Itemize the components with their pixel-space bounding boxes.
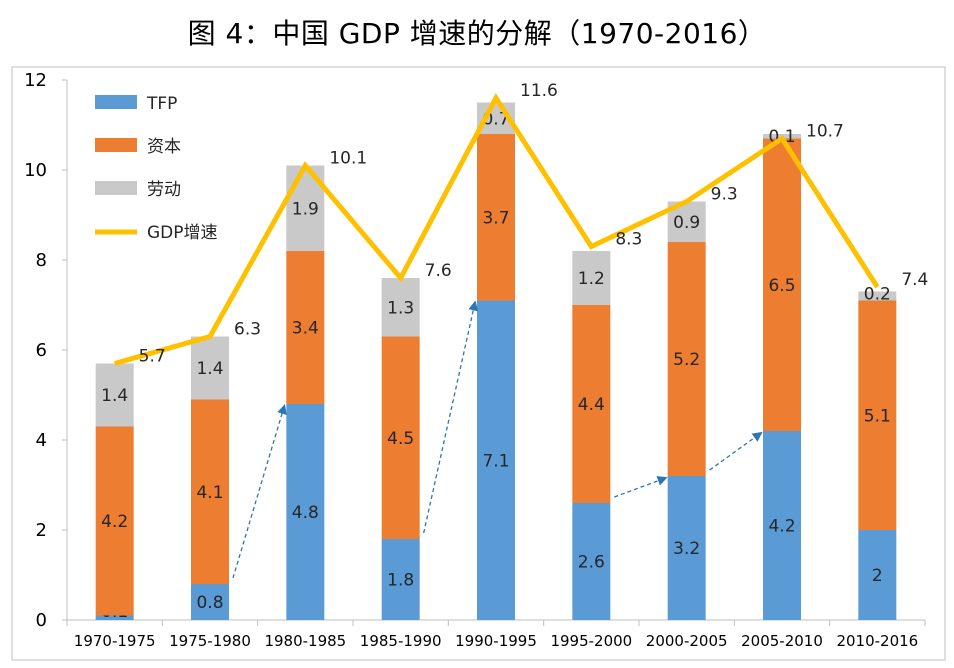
bar-segment	[191, 584, 229, 620]
y-tick-label: 8	[36, 250, 47, 271]
bar-segment	[286, 251, 325, 404]
chart-title: 图 4：中国 GDP 增速的分解（1970-2016）	[187, 17, 767, 50]
bar-segment	[95, 615, 134, 620]
gdp-line: 5.7 6.3 10.1 7.6 11.6 8.3 9.3 10.7 7.4	[113, 81, 928, 367]
bar-segment	[572, 503, 611, 620]
segment-value-label: 5.2	[673, 350, 700, 370]
bar-segment	[381, 278, 420, 337]
y-tick-label: 10	[24, 160, 47, 181]
bar-segment	[858, 291, 897, 301]
gdp-value-label: 10.1	[329, 149, 367, 169]
segment-value-label: 1.4	[196, 359, 223, 379]
gdp-value-label: 5.7	[139, 347, 166, 367]
bar-segment	[191, 399, 229, 584]
legend-label: GDP增速	[147, 223, 218, 243]
gdp-value-label: 10.7	[806, 122, 844, 142]
legend-label: 劳动	[147, 180, 181, 200]
legend-swatch	[95, 95, 137, 109]
gdp-value-label: 8.3	[615, 230, 642, 250]
bar-segment	[572, 305, 611, 503]
segment-value-label: 0.9	[673, 213, 700, 233]
gdp-value-label: 9.3	[711, 185, 738, 205]
segment-value-label: 3.2	[673, 539, 700, 559]
bars: 0.14.21.40.84.11.44.83.41.91.84.51.37.13…	[95, 102, 897, 622]
segment-value-label: 1.8	[387, 571, 414, 591]
y-tick-label: 0	[36, 610, 47, 631]
gdp-value-label: 7.4	[901, 270, 928, 290]
segment-value-label: 1.4	[101, 386, 128, 406]
x-tick-label: 2010-2016	[836, 632, 918, 650]
bar-segment	[381, 539, 420, 620]
trend-arrow	[709, 431, 763, 471]
segment-value-label: 4.2	[101, 512, 128, 532]
segment-value-label: 3.7	[482, 208, 509, 228]
bar-segment	[286, 404, 325, 620]
x-tick-label: 1990-1995	[455, 632, 537, 650]
segment-value-label: 6.5	[768, 276, 795, 296]
bar-segment	[381, 336, 420, 539]
segment-value-label: 3.4	[292, 319, 319, 339]
segment-value-label: 1.2	[578, 269, 605, 289]
x-tick-label: 1975-1980	[169, 632, 251, 650]
segment-value-label: 1.3	[387, 298, 414, 318]
y-tick-label: 4	[36, 430, 47, 451]
gdp-value-label: 7.6	[425, 261, 452, 281]
legend-swatch	[95, 181, 137, 195]
bar-segment	[763, 431, 801, 620]
x-tick-label: 1985-1990	[360, 632, 442, 650]
x-tick-label: 2005-2010	[741, 632, 823, 650]
segment-value-label: 0.2	[864, 285, 891, 305]
axes: 0 2 4 6 8 10 12 1970-1975 1975-1980 1980-1985 1985…	[24, 70, 926, 650]
legend-label: TFP	[146, 94, 177, 114]
bar-segment	[477, 300, 515, 620]
bar-segment	[95, 426, 134, 616]
bar-segment	[667, 476, 706, 620]
legend-swatch	[95, 138, 137, 152]
x-tick-label: 2000-2005	[646, 632, 728, 650]
gdp-growth-line	[113, 93, 880, 366]
trend-arrow	[423, 300, 479, 534]
legend-label: 资本	[147, 137, 181, 157]
segment-value-label: 1.9	[292, 199, 319, 219]
bar-segment	[858, 300, 897, 530]
bar-segment	[477, 134, 515, 301]
x-tick-label: 1980-1985	[264, 632, 346, 650]
trend-arrows	[232, 300, 763, 579]
segment-value-label: 4.2	[768, 517, 795, 537]
segment-value-label: 4.1	[196, 483, 223, 503]
x-tick-label: 1970-1975	[74, 632, 156, 650]
segment-value-label: 2.6	[578, 553, 605, 573]
gdp-value-label: 6.3	[234, 320, 261, 340]
x-tick-label: 1995-2000	[550, 632, 632, 650]
y-tick-label: 6	[36, 340, 47, 361]
bar-segment	[667, 242, 706, 476]
y-tick-label: 12	[24, 70, 47, 91]
bar-segment	[858, 530, 897, 620]
bar-segment	[95, 363, 134, 427]
bar-segment	[572, 251, 611, 305]
y-tick-label: 2	[36, 520, 47, 541]
bar-segment	[763, 138, 801, 431]
segment-value-label: 4.8	[292, 503, 319, 523]
segment-value-label: 2	[872, 566, 883, 586]
trend-arrow	[614, 476, 668, 498]
gdp-value-label: 11.6	[520, 81, 558, 101]
bar-segment	[191, 336, 229, 400]
segment-value-label: 4.4	[578, 395, 605, 415]
trend-arrow	[232, 404, 287, 579]
segment-value-label: 5.1	[864, 406, 891, 426]
segment-value-label: 7.1	[482, 451, 509, 471]
segment-value-label: 4.5	[387, 429, 414, 449]
segment-value-label: 0.8	[196, 593, 223, 613]
